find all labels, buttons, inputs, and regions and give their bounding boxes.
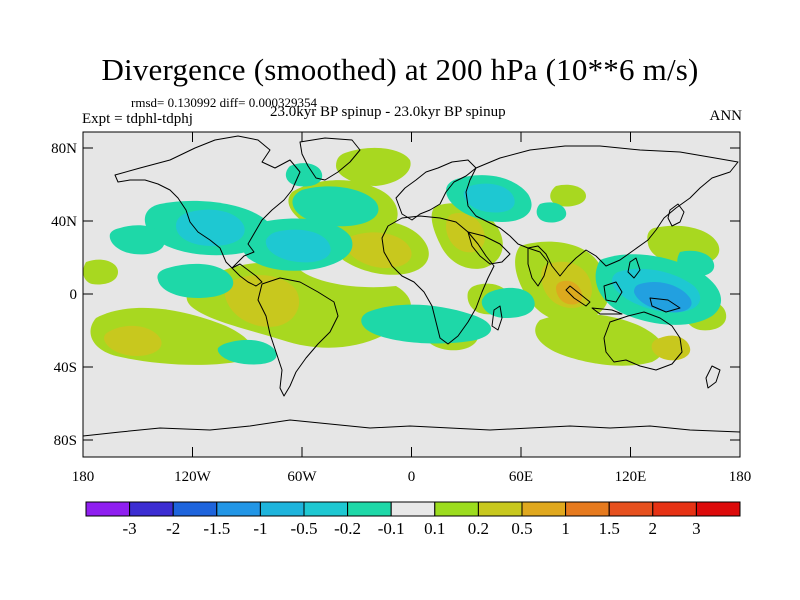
negative-region — [481, 287, 535, 318]
positive-region — [535, 313, 664, 366]
plot-title: Divergence (smoothed) at 200 hPa (10**6 … — [101, 52, 699, 87]
colorbar-swatch — [608, 501, 654, 517]
coast-south-america — [257, 277, 339, 397]
coast-arabia — [467, 231, 511, 265]
negative-region — [157, 263, 234, 298]
lat-label: 40N — [51, 214, 77, 230]
season-label: ANN — [709, 108, 743, 124]
coast-india — [527, 247, 549, 287]
coast-new-guinea — [649, 297, 681, 313]
colorbar-label: 2 — [649, 519, 658, 538]
lon-label: 120E — [615, 469, 647, 485]
colorbar-swatch — [347, 501, 392, 517]
positive-core — [224, 275, 300, 327]
lon-label: 0 — [408, 469, 416, 485]
coast-java — [591, 307, 623, 315]
lon-label: 60E — [509, 469, 533, 485]
colorbar: -3 -2 -1.5 -1 -0.5 -0.2 -0.1 0.1 0.2 0.5 1 1.5 2 3 — [85, 501, 741, 538]
colorbar-swatch — [172, 501, 218, 517]
positive-core — [104, 325, 162, 356]
colorbar-swatch — [390, 501, 436, 517]
colorbar-label: -2 — [166, 519, 180, 538]
longitude-axis: 180 120W 60W 0 60E 120E 180 — [72, 132, 752, 485]
coast-asia — [465, 145, 739, 277]
negative-region — [361, 304, 492, 344]
colorbar-swatch — [129, 501, 174, 517]
negative-core — [463, 183, 515, 213]
experiment-label: Expt = tdphl-tdphj — [82, 111, 193, 127]
negative-core — [176, 209, 245, 246]
negative-divergence-regions — [109, 163, 722, 365]
coast-australia — [603, 311, 683, 371]
lon-label: 180 — [72, 469, 95, 485]
coast-philippines — [627, 257, 641, 279]
colorbar-swatch — [216, 501, 261, 517]
colorbar-swatch — [434, 501, 479, 517]
lon-label: 60W — [287, 469, 317, 485]
lon-label: 180 — [729, 469, 752, 485]
lat-label: 80N — [51, 141, 77, 157]
colorbar-label: 0.5 — [511, 519, 532, 538]
negative-region — [217, 339, 277, 365]
colorbar-label: -1.5 — [203, 519, 230, 538]
colorbar-swatch — [477, 501, 523, 517]
coast-africa — [381, 215, 495, 345]
coast-antarctica — [83, 419, 740, 437]
colorbar-label: 1 — [561, 519, 570, 538]
colorbar-label: 1.5 — [599, 519, 620, 538]
colorbar-swatch — [521, 501, 567, 517]
latitude-axis: 80N 40N 0 40S 80S — [51, 141, 740, 449]
positive-core — [345, 232, 412, 268]
coast-madagascar — [491, 305, 503, 331]
subtitle: 23.0kyr BP spinup - 23.0kyr BP spinup — [270, 104, 506, 120]
coast-japan — [667, 203, 685, 227]
negative-region — [109, 225, 165, 255]
coastlines — [83, 135, 740, 437]
coast-new-zealand — [705, 365, 721, 389]
negative-strong-core — [634, 281, 692, 313]
coast-sumatra — [565, 285, 591, 307]
positive-region — [336, 147, 411, 186]
colorbar-label: -0.5 — [291, 519, 318, 538]
colorbar-label: 3 — [692, 519, 701, 538]
colorbar-label: 0.2 — [468, 519, 489, 538]
colorbar-label: -0.1 — [378, 519, 405, 538]
lat-label: 80S — [54, 433, 77, 449]
positive-core — [446, 212, 485, 253]
divergence-field — [83, 135, 740, 437]
stats-text: rmsd= 0.130992 diff= 0.000329354 — [131, 95, 317, 110]
lat-label: 0 — [70, 287, 78, 303]
colorbar-label: -1 — [253, 519, 267, 538]
colorbar-swatch — [652, 501, 697, 517]
colorbar-swatch — [565, 501, 610, 517]
negative-core — [265, 229, 331, 263]
negative-region — [536, 202, 567, 223]
negative-region — [285, 163, 323, 187]
lon-label: 120W — [174, 469, 212, 485]
colorbar-label: 0.1 — [424, 519, 445, 538]
coast-north-america — [114, 135, 301, 269]
colorbar-swatch — [303, 501, 349, 517]
positive-region — [550, 184, 586, 207]
lat-label: 40S — [54, 360, 77, 376]
negative-region — [677, 250, 715, 277]
colorbar-swatch — [85, 501, 131, 517]
coast-borneo — [603, 281, 623, 303]
negative-region — [292, 186, 379, 227]
colorbar-swatch — [695, 501, 741, 517]
colorbar-label: -0.2 — [334, 519, 361, 538]
coast-greenland — [299, 137, 361, 181]
coast-central-america — [231, 263, 263, 287]
colorbar-swatch — [259, 501, 305, 517]
colorbar-label: -3 — [123, 519, 137, 538]
positive-region — [83, 259, 118, 285]
